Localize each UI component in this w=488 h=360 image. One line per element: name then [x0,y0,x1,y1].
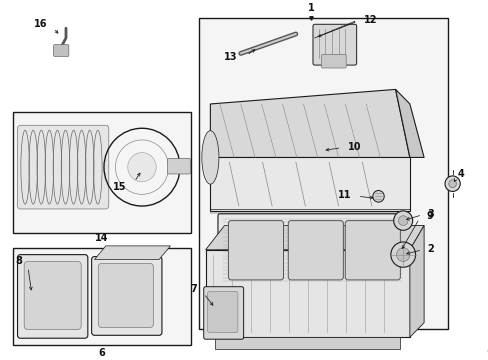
Polygon shape [409,225,423,337]
Polygon shape [205,225,423,250]
FancyBboxPatch shape [91,257,162,335]
Text: 2: 2 [426,244,433,254]
Text: 10: 10 [347,142,361,152]
Polygon shape [210,157,409,211]
Text: 13: 13 [223,52,237,62]
Text: 16: 16 [33,19,47,29]
Text: 8: 8 [16,256,22,266]
Text: 7: 7 [190,284,197,294]
Text: 1: 1 [307,3,314,13]
FancyBboxPatch shape [288,221,343,280]
FancyBboxPatch shape [54,45,69,57]
FancyBboxPatch shape [312,24,356,65]
FancyBboxPatch shape [18,125,108,209]
Polygon shape [395,89,423,157]
Bar [13,112,191,233]
Circle shape [393,211,412,230]
Circle shape [448,180,455,188]
Text: 12: 12 [364,15,377,25]
FancyBboxPatch shape [24,261,81,329]
Text: 5: 5 [485,344,488,354]
Text: 4: 4 [456,169,463,179]
FancyBboxPatch shape [228,221,283,280]
Bar [199,18,447,329]
Polygon shape [94,246,170,260]
Ellipse shape [202,131,219,184]
Text: 6: 6 [99,348,105,358]
FancyBboxPatch shape [218,214,406,291]
FancyBboxPatch shape [321,54,346,68]
Bar [215,337,400,349]
Bar [205,250,409,337]
Circle shape [390,242,415,267]
Text: 15: 15 [113,181,126,192]
Circle shape [398,216,407,225]
Bar [13,248,191,345]
FancyBboxPatch shape [345,221,400,280]
Circle shape [396,248,409,261]
Text: 14: 14 [95,233,109,243]
FancyBboxPatch shape [18,255,88,338]
FancyBboxPatch shape [167,158,190,174]
Text: 11: 11 [337,190,350,200]
FancyBboxPatch shape [207,292,238,332]
Circle shape [372,190,384,202]
FancyBboxPatch shape [203,287,243,339]
FancyBboxPatch shape [98,264,153,328]
Text: 9: 9 [425,211,432,221]
Circle shape [444,176,459,192]
Circle shape [127,153,156,182]
Text: 3: 3 [426,209,433,219]
Polygon shape [210,89,409,157]
